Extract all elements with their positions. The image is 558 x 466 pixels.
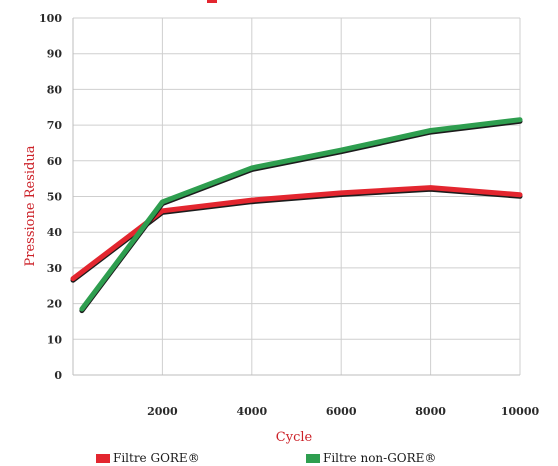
legend-label: Filtre non-GORE®: [323, 451, 436, 465]
legend: Filtre GORE® Filtre non-GORE®: [96, 451, 436, 465]
y-tick-label: 70: [47, 119, 63, 132]
legend-label: Filtre GORE®: [113, 451, 200, 465]
title-fragment: [207, 0, 217, 3]
y-axis-title: Pressione Residua: [23, 145, 38, 266]
x-tick-label: 8000: [415, 405, 446, 418]
y-tick-label: 50: [47, 191, 63, 204]
y-tick-label: 10: [47, 333, 63, 346]
y-tick-label: 40: [47, 226, 63, 239]
legend-swatch: [96, 454, 110, 463]
y-tick-label: 0: [54, 369, 62, 382]
y-tick-label: 100: [39, 12, 62, 25]
y-tick-label: 80: [47, 83, 63, 96]
x-tick-label: 2000: [147, 405, 178, 418]
series-2: [79, 117, 523, 314]
y-tick-label: 30: [47, 262, 63, 275]
y-tick-label: 90: [47, 48, 63, 61]
legend-swatch: [306, 454, 320, 463]
x-axis-title: Cycle: [276, 430, 313, 445]
x-tick-label: 6000: [326, 405, 357, 418]
y-tick-label: 20: [47, 298, 63, 311]
series-line-shadow: [79, 118, 523, 314]
tick-labels: 0 10 20 30 40 50 60 70 80 90 100 2000 4000 6000 8000 10…: [39, 12, 539, 418]
series-lines: [70, 117, 523, 314]
axes: [72, 18, 520, 376]
x-tick-label: 10000: [501, 405, 540, 418]
series-line: [79, 117, 523, 312]
y-tick-label: 60: [47, 155, 63, 168]
x-tick-label: 4000: [236, 405, 267, 418]
